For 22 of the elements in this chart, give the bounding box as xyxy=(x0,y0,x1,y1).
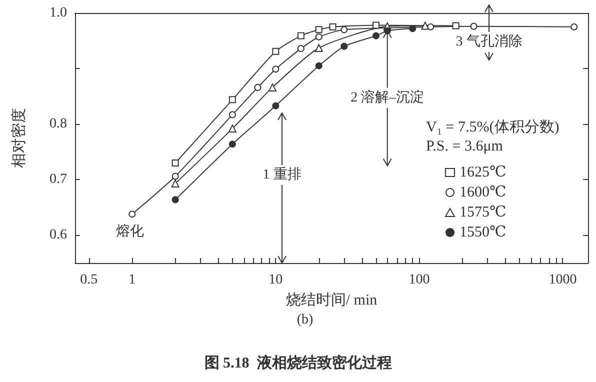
x-tick-label: 1000 xyxy=(548,272,577,288)
x-tick-label: 10 xyxy=(268,272,283,288)
x-tick-label: 1 xyxy=(128,272,136,288)
x-axis-title: 烧结时间/ min xyxy=(286,292,378,308)
y-tick-label: 1.0 xyxy=(50,6,67,20)
text: 图 5.18 液相烧结致密化过程 xyxy=(204,354,392,372)
y-tick-label: 0.8 xyxy=(50,116,67,132)
legend-label: 1625℃ xyxy=(460,164,506,180)
annotation: 熔化 xyxy=(116,224,144,240)
y-tick-label: 0.7 xyxy=(50,172,67,188)
legend-label: 1575℃ xyxy=(460,204,506,220)
legend-title: V₁ = 7.5%(体积分数) P.S. = 3.6μm xyxy=(426,118,560,154)
annotation: 1 重排 xyxy=(262,166,302,182)
annotation: 2 溶解–沉淀 xyxy=(350,89,424,106)
annotation: 3 气孔消除 xyxy=(456,34,522,50)
text: (b) xyxy=(296,312,314,328)
y-axis-title: 相对密度 xyxy=(10,108,28,168)
legend-label: 1600℃ xyxy=(460,184,506,200)
x-tick-label: 0.5 xyxy=(80,272,98,288)
x-tick-label: 100 xyxy=(408,272,430,288)
y-tick-label: 0.6 xyxy=(50,228,67,243)
legend-label: 1550℃ xyxy=(460,224,506,240)
